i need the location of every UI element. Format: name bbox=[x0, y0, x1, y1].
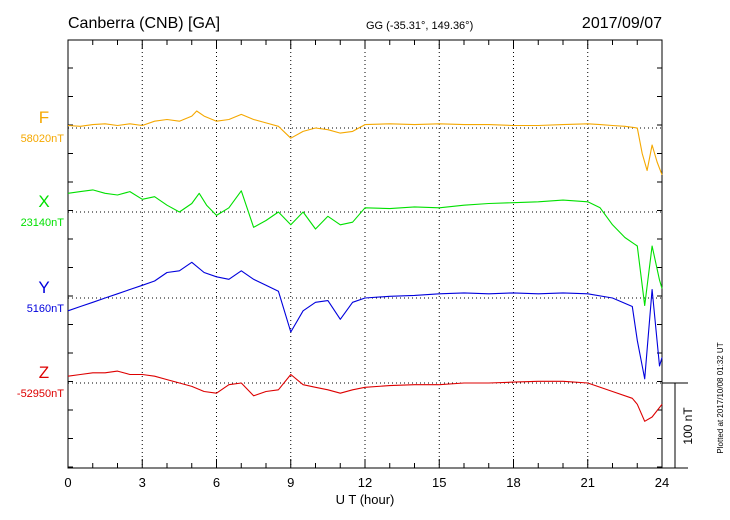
series-layer bbox=[67, 110, 663, 422]
x-tick-label: 15 bbox=[432, 475, 446, 490]
date-label: 2017/09/07 bbox=[582, 15, 662, 32]
x-tick-label: 12 bbox=[358, 475, 372, 490]
series-line-f bbox=[67, 110, 663, 175]
x-tick-label: 24 bbox=[655, 475, 669, 490]
series-baseline-x: 23140nT bbox=[21, 217, 65, 229]
series-line-y bbox=[67, 261, 663, 380]
x-tick-label: 0 bbox=[64, 475, 71, 490]
series-name-x: X bbox=[38, 192, 49, 211]
series-name-z: Z bbox=[39, 363, 49, 382]
x-axis-label: U T (hour) bbox=[336, 492, 395, 507]
series-line-z bbox=[67, 370, 663, 422]
coordinates-label: GG (-35.31°, 149.36°) bbox=[366, 20, 473, 32]
series-baseline-f: 58020nT bbox=[21, 133, 65, 145]
series-name-f: F bbox=[39, 108, 49, 127]
x-tick-label: 6 bbox=[213, 475, 220, 490]
scale-bar: 100 nT bbox=[662, 382, 695, 469]
series-labels: F 58020nT X 23140nT Y 5160nT Z -52950nT bbox=[17, 108, 64, 400]
x-tick-label: 21 bbox=[581, 475, 595, 490]
x-tick-label: 9 bbox=[287, 475, 294, 490]
station-title: Canberra (CNB) [GA] bbox=[68, 15, 220, 32]
series-line-x bbox=[67, 189, 663, 307]
x-axis-ticks: 0 3 6 9 12 15 18 21 24 bbox=[64, 40, 669, 490]
series-name-y: Y bbox=[38, 278, 49, 297]
x-tick-label: 3 bbox=[139, 475, 146, 490]
series-baseline-z: -52950nT bbox=[17, 388, 64, 400]
scale-bar-label: 100 nT bbox=[681, 407, 695, 445]
x-tick-label: 18 bbox=[506, 475, 520, 490]
grid-layer bbox=[68, 40, 662, 468]
plotted-note: Plotted at 2017/10/08 01:32 UT bbox=[716, 342, 725, 453]
series-baseline-y: 5160nT bbox=[27, 303, 65, 315]
